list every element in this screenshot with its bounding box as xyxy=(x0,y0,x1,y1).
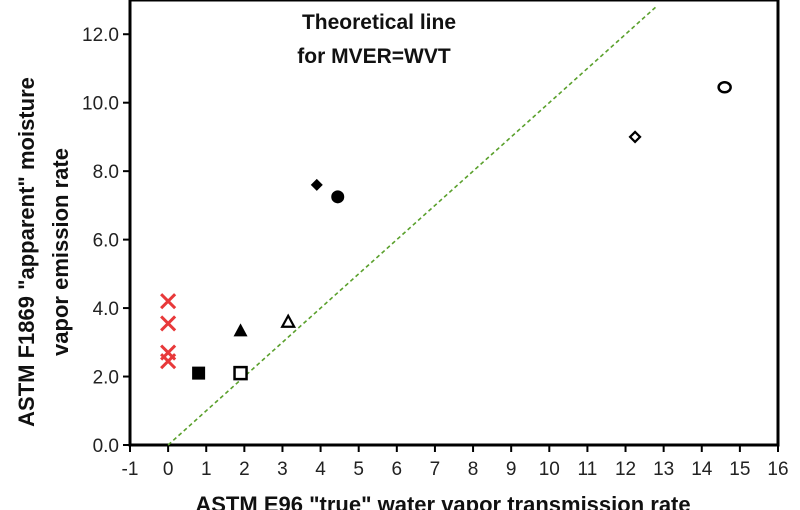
x-tick-label: 16 xyxy=(767,459,788,480)
x-tick-label: 2 xyxy=(239,459,250,480)
x-tick-label: 15 xyxy=(729,459,750,480)
x-tick-label: 5 xyxy=(353,459,364,480)
x-tick-label: 11 xyxy=(578,459,598,480)
y-tick-label: 6.0 xyxy=(93,231,119,252)
x-axis-title: ASTM E96 "true" water vapor transmission… xyxy=(195,492,690,510)
x-tick-label: 12 xyxy=(615,459,636,480)
x-tick-label: 9 xyxy=(506,459,517,480)
data-point-triangle-open xyxy=(280,313,297,328)
x-tick-label: 0 xyxy=(163,459,174,480)
x-tick-label: 3 xyxy=(277,459,288,480)
x-tick-label: -1 xyxy=(122,459,139,480)
plot-frame xyxy=(128,0,780,447)
y-tick-label: 10.0 xyxy=(82,94,119,115)
data-point-x xyxy=(160,293,177,310)
data-point-x xyxy=(160,353,177,370)
annotation-line2: for MVER=WVT xyxy=(297,45,451,68)
y-tick-label: 0.0 xyxy=(93,436,119,457)
data-point-diamond-filled xyxy=(310,178,323,191)
x-tick-label: 6 xyxy=(392,459,403,480)
y-axis-title: ASTM F1869 "apparent" moisture vapor emi… xyxy=(14,77,73,427)
x-tick-label: 7 xyxy=(430,459,441,480)
data-point-square-open xyxy=(233,365,248,381)
reference-line xyxy=(167,6,657,446)
data-point-x xyxy=(160,315,177,332)
data-point-circle-open xyxy=(717,81,732,94)
y-axis-ticks: 0.0 2.0 4.0 6.0 8.0 10.0 12.0 xyxy=(82,25,130,457)
y-tick-label: 2.0 xyxy=(93,368,119,389)
x-tick-label: 8 xyxy=(468,459,479,480)
x-axis-ticks: -1 0 1 2 3 4 5 6 7 8 9 10 11 12 13 14 15 16 xyxy=(122,445,789,480)
y-axis-title-line1: ASTM F1869 "apparent" moisture xyxy=(14,77,39,427)
data-point-triangle-filled xyxy=(233,323,248,337)
x-tick-label: 1 xyxy=(201,459,212,480)
x-tick-label: 10 xyxy=(539,459,560,480)
data-point-diamond-open xyxy=(628,130,642,144)
x-tick-label: 4 xyxy=(315,459,326,480)
y-tick-label: 4.0 xyxy=(93,299,119,320)
data-point-circle-filled xyxy=(331,190,345,204)
data-points xyxy=(160,81,732,381)
y-tick-label: 12.0 xyxy=(82,25,119,46)
y-tick-label: 8.0 xyxy=(93,162,119,183)
annotation-line1: Theoretical line xyxy=(302,11,456,34)
x-tick-label: 13 xyxy=(653,459,674,480)
y-axis-title-line2: vapor emission rate xyxy=(48,148,73,356)
reference-line-group xyxy=(167,6,657,446)
data-point-square-filled xyxy=(192,366,206,380)
x-tick-label: 14 xyxy=(691,459,713,480)
